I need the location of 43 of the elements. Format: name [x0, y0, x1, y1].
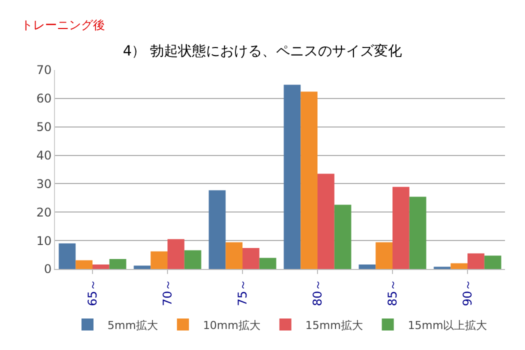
- bar: [184, 250, 202, 269]
- y-tick-label: 20: [36, 205, 52, 220]
- chart-title: 4） 勃起状態における、ペニスのサイズ変化: [122, 43, 402, 60]
- x-tick-label: 80～: [310, 278, 324, 306]
- bar: [134, 266, 151, 269]
- bar: [208, 190, 226, 269]
- bar: [468, 253, 484, 269]
- bar: [284, 84, 301, 269]
- bar: [392, 186, 410, 269]
- y-tick-label: 50: [36, 120, 52, 134]
- x-tick-label: 90～: [460, 278, 474, 306]
- bar: [76, 260, 92, 269]
- y-tick-label: 10: [36, 234, 52, 248]
- bar: [376, 242, 392, 269]
- x-tick-label: 65～: [85, 278, 100, 306]
- bar: [168, 239, 184, 269]
- y-tick-label: 30: [36, 176, 52, 191]
- y-tick-label: 0: [44, 262, 52, 276]
- bar: [92, 264, 110, 269]
- bar: [334, 204, 352, 269]
- bar: [409, 196, 426, 269]
- bar: [484, 256, 502, 269]
- legend-label: 15mm以上拡大: [408, 318, 488, 332]
- bar: [300, 92, 318, 269]
- bar: [318, 174, 334, 269]
- bar: [150, 251, 168, 269]
- x-tick-label: 85～: [385, 278, 400, 306]
- bar: [259, 258, 276, 269]
- y-tick-label: 70: [36, 63, 52, 78]
- y-tick-label: 60: [36, 92, 52, 106]
- legend-label: 5mm拡大: [108, 318, 158, 332]
- x-tick-label: 70～: [160, 278, 174, 306]
- bar: [226, 242, 242, 269]
- bar: [242, 248, 260, 269]
- bar: [450, 263, 468, 269]
- bar: [109, 259, 126, 269]
- y-tick-label: 40: [36, 148, 52, 162]
- legend-label: 10mm拡大: [202, 318, 260, 332]
- bar: [58, 243, 76, 269]
- x-tick-label: 75～: [235, 278, 250, 306]
- legend-label: 15mm拡大: [305, 318, 363, 332]
- text: トレーニング後: [21, 18, 105, 32]
- bar: [358, 264, 376, 269]
